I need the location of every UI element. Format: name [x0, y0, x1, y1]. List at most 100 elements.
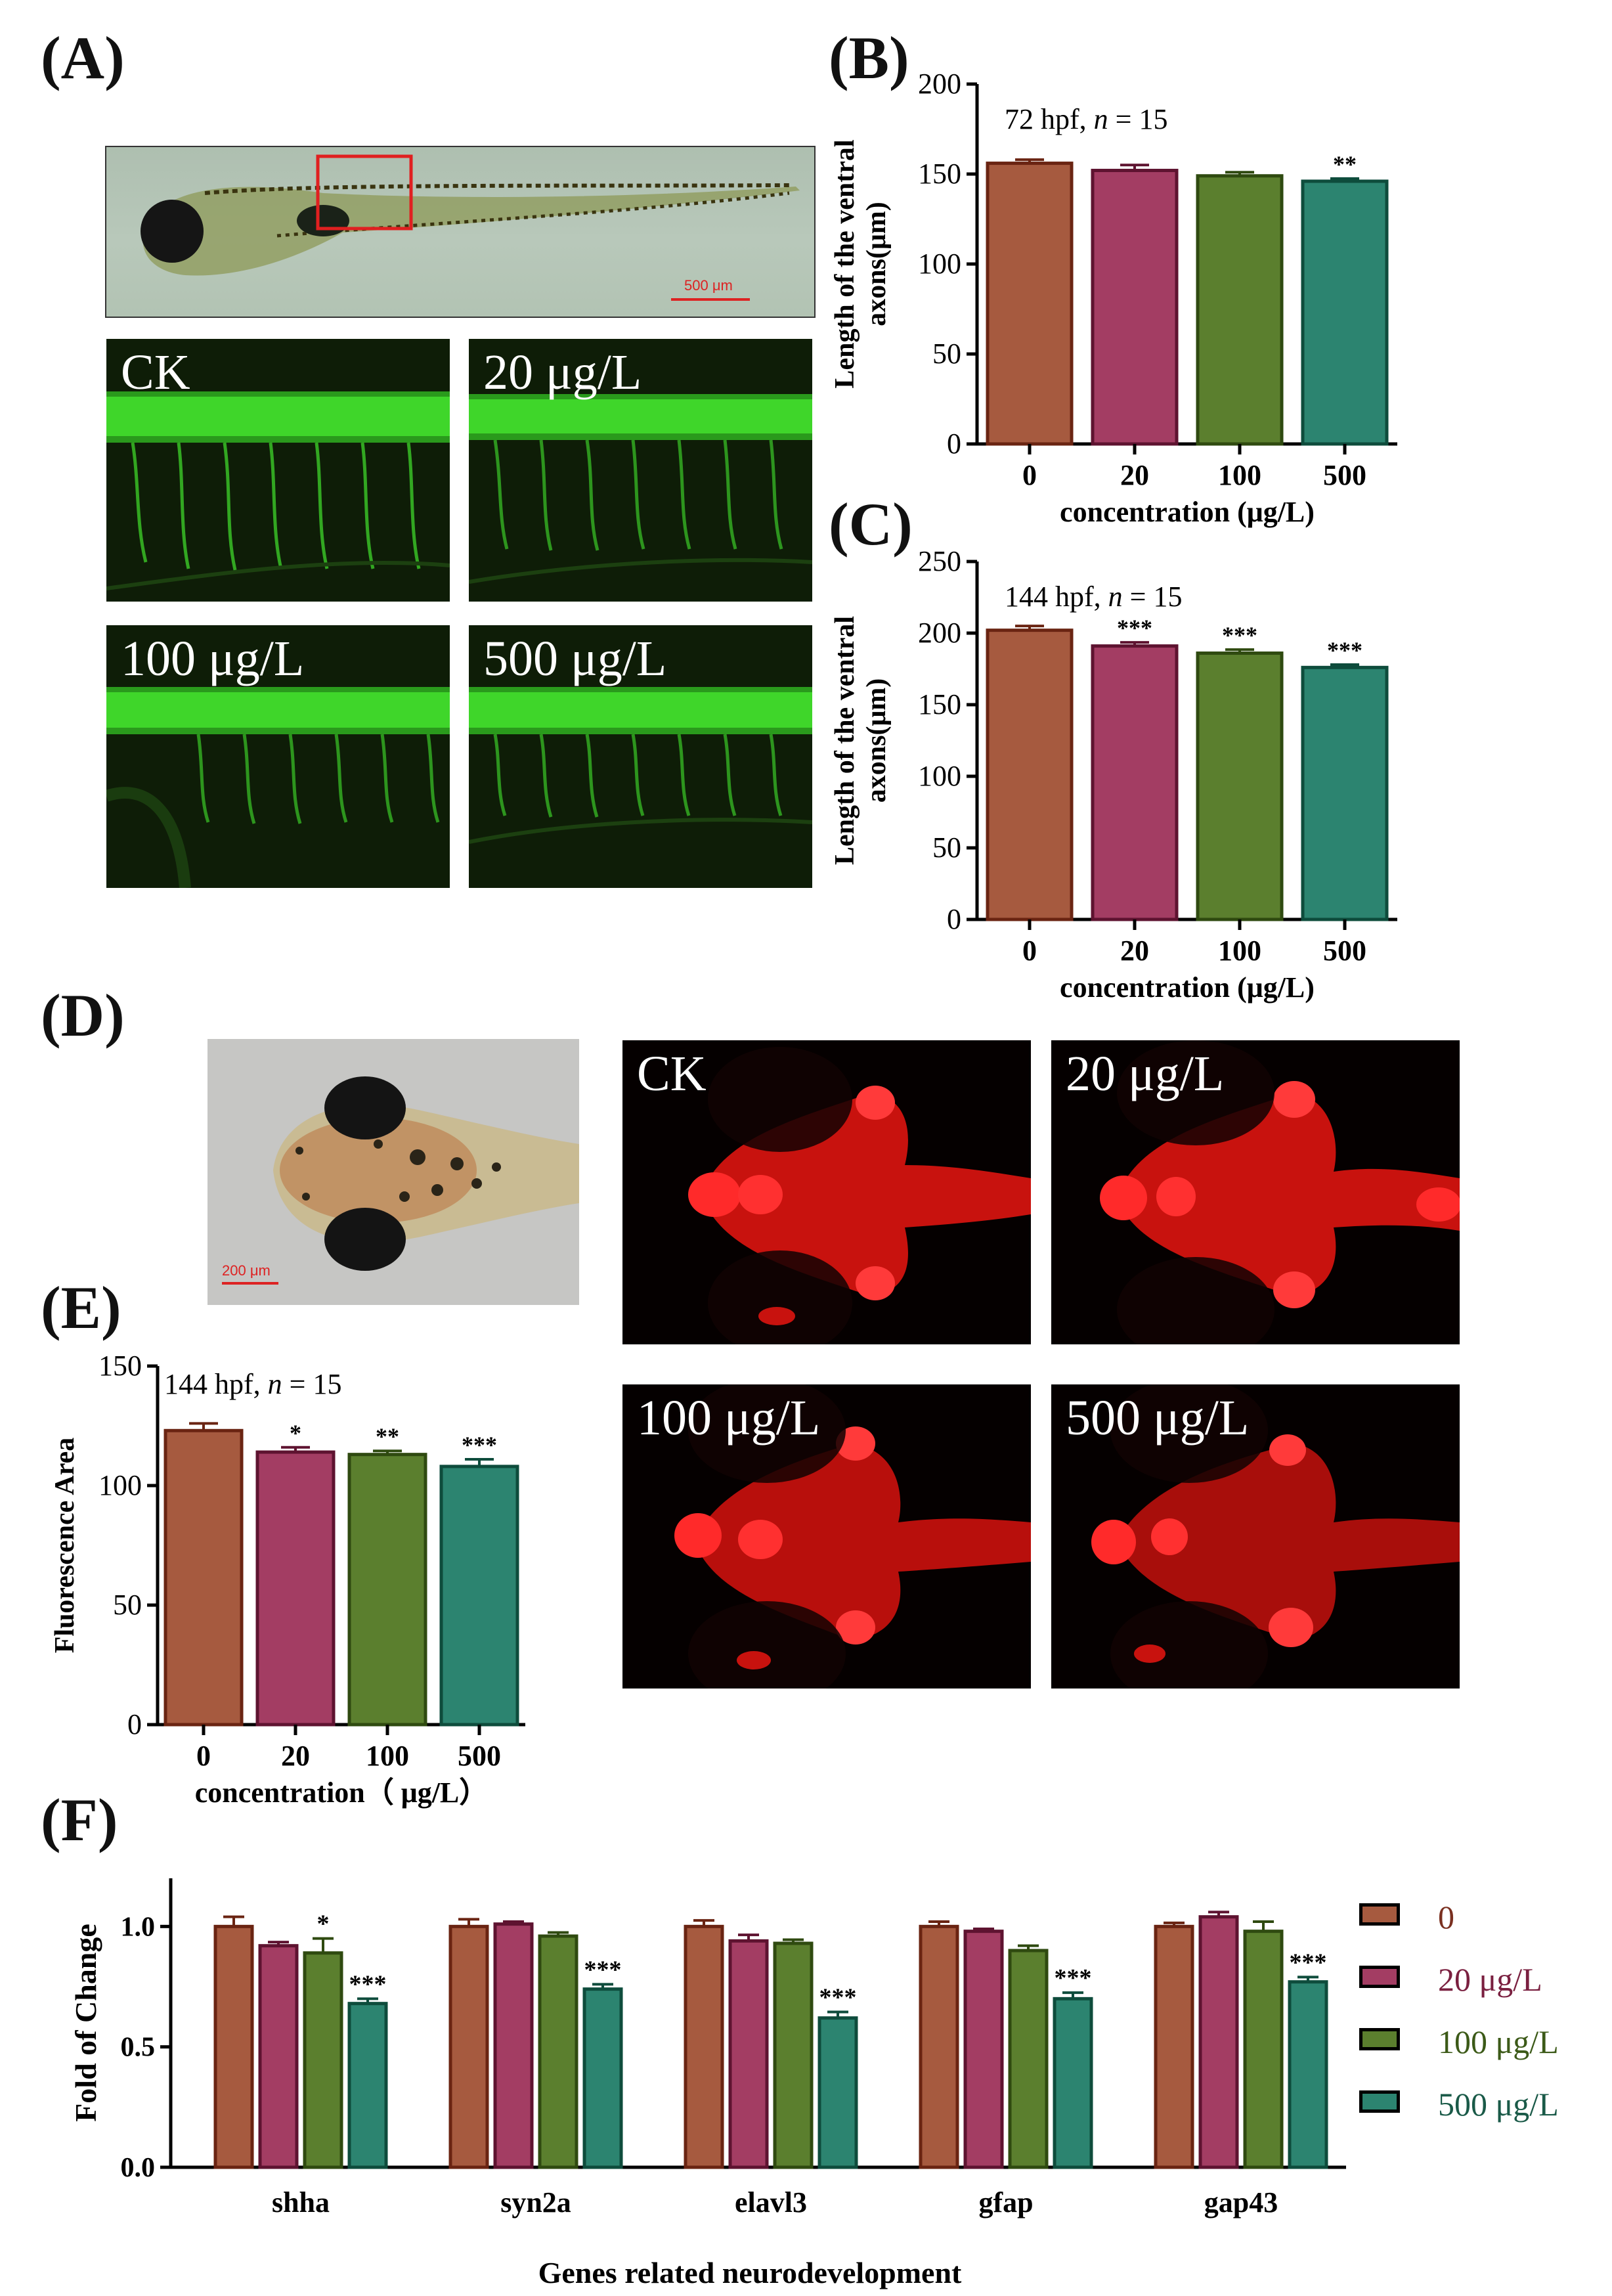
x-tick-label: 500 [1323, 459, 1366, 491]
x-tick-label: elavl3 [735, 2186, 807, 2219]
significance-mark: *** [1222, 622, 1257, 648]
bar-shha-series-1 [258, 1944, 299, 2169]
significance-mark: *** [1327, 637, 1362, 663]
chart-annotation: 72 hpf, n = 15 [1005, 103, 1167, 135]
x-tick-label: 0 [196, 1740, 211, 1772]
bar-gfap-series-3 [1053, 1997, 1093, 2169]
chart-annotation: 144 hpf, n = 15 [164, 1368, 341, 1400]
y-tick-label: 50 [932, 338, 961, 370]
significance-mark: * [290, 1420, 301, 1446]
bar-0 [163, 1428, 244, 1727]
x-tick-label: 20 [1120, 935, 1149, 967]
scale-bar-label-a: 500 μm [684, 277, 733, 294]
brain-image-label-100: 100 μg/L [637, 1390, 821, 1446]
legend-item-0: 0 [1359, 1898, 1609, 1935]
axon-image-label-500: 500 μg/L [483, 631, 667, 686]
bar-gfap-series-2 [1008, 1949, 1049, 2169]
y-tick-label: 0.0 [121, 2153, 156, 2183]
panel-label-d: (D) [41, 982, 125, 1049]
bar-syn2a-series-2 [538, 1934, 578, 2169]
larva-dorsal-photo: 200 μm [207, 1039, 579, 1305]
panel-label-e: (E) [41, 1274, 121, 1341]
bar-elavl3-series-2 [773, 1941, 814, 2169]
x-axis-title: concentration (μg/L) [1060, 971, 1315, 1004]
significance-mark: *** [349, 1970, 387, 1998]
scale-bar-label-d: 200 μm [222, 1262, 271, 1279]
y-axis-title: Fluorescence Area [50, 1438, 80, 1654]
bar-shha-series-2 [303, 1951, 343, 2169]
y-tick-label: 150 [918, 158, 961, 190]
significance-mark: *** [819, 1984, 857, 2012]
y-tick-label: 100 [918, 760, 961, 792]
y-tick-label: 250 [918, 545, 961, 577]
panel-label-f: (F) [41, 1786, 118, 1853]
x-tick-label: gap43 [1204, 2186, 1278, 2219]
bar-gfap-series-0 [919, 1924, 959, 2169]
y-tick-label: 50 [932, 831, 961, 864]
significance-mark: *** [584, 1956, 622, 1983]
bar-0 [986, 629, 1074, 921]
legend-swatch-500 [1359, 2090, 1400, 2113]
bar-500 [1301, 665, 1389, 921]
bar-syn2a-series-3 [582, 1987, 623, 2169]
y-tick-label: 150 [98, 1350, 142, 1382]
legend-label-0: 0 [1438, 1899, 1454, 1935]
x-tick-label: 0 [1022, 935, 1037, 967]
y-axis-title-line-1: Length of the ventral [830, 139, 860, 388]
y-tick-label: 100 [918, 248, 961, 280]
chart-annotation: 144 hpf, n = 15 [1005, 581, 1182, 613]
x-axis-title: concentration (μg/L) [1060, 496, 1315, 528]
y-tick-label: 100 [98, 1469, 142, 1501]
chart-f-gene-expression: 0.00.51.0 ****shha***syn2a***elavl3***gfa… [69, 1878, 1346, 2289]
panel-label-a: (A) [41, 24, 125, 91]
axon-image-label-ck: CK [121, 345, 190, 400]
bar-500 [1301, 179, 1389, 446]
legend-swatch-20 [1359, 1966, 1400, 1988]
legend-swatch-0 [1359, 1903, 1400, 1926]
brain-image-label-500: 500 μg/L [1066, 1390, 1250, 1446]
bar-gap43-series-1 [1198, 1915, 1239, 2169]
y-tick-label: 150 [918, 688, 961, 720]
y-tick-label: 200 [918, 68, 961, 100]
y-axis-title-line-2: axons(μm) [861, 678, 892, 803]
y-tick-label: 1.0 [121, 1912, 156, 1942]
x-tick-label: 100 [1218, 935, 1261, 967]
y-tick-label: 200 [918, 617, 961, 649]
significance-mark: * [317, 1910, 330, 1938]
bar-elavl3-series-1 [728, 1939, 769, 2169]
chart-c-144hpf-axon-length: 0 50 100 150 200 250 0 *** 20 *** 100 *** 500concent… [830, 545, 1397, 1004]
x-axis-title: Genes related neurodevelopment [538, 2256, 962, 2289]
bar-shha-series-3 [347, 2002, 388, 2169]
y-axis-title-line-1: Length of the ventral [830, 616, 860, 865]
brain-image-20: 20 μg/L [1051, 1040, 1460, 1344]
legend-item-500: 500 μg/L [1359, 2085, 1609, 2123]
bar-100 [1196, 174, 1284, 446]
brain-image-ck: CK [622, 1040, 1031, 1344]
axon-image-500: 500 μg/L [469, 625, 812, 888]
significance-mark: *** [1055, 1964, 1092, 1992]
x-tick-label: 500 [458, 1740, 501, 1772]
axon-image-label-100: 100 μg/L [121, 631, 305, 686]
bar-20 [1091, 169, 1179, 446]
x-tick-label: 20 [1120, 459, 1149, 491]
axon-image-ck: CK [106, 339, 450, 602]
legend-label-20: 20 μg/L [1438, 1961, 1542, 1998]
x-tick-label: syn2a [500, 2186, 571, 2219]
larva-lateral-photo: 500 μm [105, 146, 816, 318]
y-tick-label: 0.5 [121, 2033, 156, 2063]
brain-image-label-20: 20 μg/L [1066, 1046, 1225, 1101]
bar-elavl3-series-3 [817, 2016, 858, 2169]
panel-label-c: (C) [829, 491, 913, 558]
bar-500 [439, 1465, 519, 1727]
legend-item-100: 100 μg/L [1359, 2023, 1609, 2060]
axon-image-label-20: 20 μg/L [483, 345, 642, 400]
y-axis-title: Fold of Change [69, 1924, 102, 2122]
brain-image-100: 100 μg/L [622, 1384, 1031, 1689]
y-tick-label: 50 [113, 1589, 142, 1621]
bar-syn2a-series-0 [448, 1924, 489, 2169]
x-tick-label: gfap [978, 2186, 1033, 2219]
x-tick-label: 100 [366, 1740, 409, 1772]
chart-e-fluorescence-area: 0 50 100 150 0 * 20 ** 100 *** 500 concentration（ μ… [50, 1350, 525, 1809]
significance-mark: ** [1333, 151, 1357, 177]
